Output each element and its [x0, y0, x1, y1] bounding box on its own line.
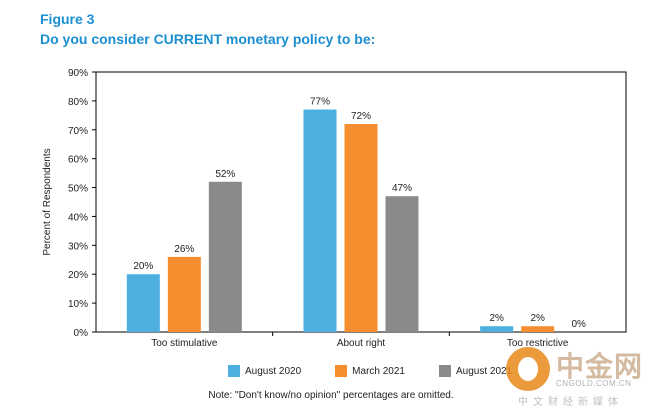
legend-item-august-2021: August 2021 [438, 365, 513, 377]
y-tick-label: 30% [68, 241, 88, 252]
legend-swatch [438, 365, 451, 377]
bar-chart: 0% 10% 20% 30% 40% 50% 60% 70% 80% 90% Percent of … [42, 68, 627, 349]
legend-item-august-2020: August 2020 [228, 365, 301, 377]
legend: August 2020 March 2021 August 2021 [228, 365, 512, 377]
data-label: 72% [351, 111, 371, 122]
data-label: 52% [215, 169, 235, 180]
chart-title: Do you consider CURRENT monetary policy … [40, 31, 376, 47]
legend-swatch [228, 365, 240, 377]
legend-label: August 2020 [245, 365, 302, 377]
y-tick-label: 20% [68, 270, 88, 281]
data-label: 2% [489, 313, 504, 324]
bar [126, 274, 160, 332]
bar [167, 256, 201, 332]
data-label: 20% [133, 261, 153, 272]
y-tick-label: 80% [68, 97, 88, 108]
data-label: 47% [392, 183, 412, 194]
legend-label: August 2021 [455, 365, 513, 377]
watermark-domain: CNGOLD.COM.CN [556, 379, 632, 388]
data-label: 2% [530, 313, 545, 324]
watermark-slogan: 中文财经新媒体 [518, 397, 623, 408]
bar [480, 326, 514, 332]
x-tick-label: About right [337, 338, 386, 349]
legend-item-march-2021: March 2021 [335, 365, 405, 377]
y-tick-label: 10% [68, 299, 88, 310]
y-tick-label: 60% [68, 155, 88, 166]
data-label: 26% [174, 244, 194, 255]
y-axis-label: Percent of Respondents [42, 148, 53, 255]
chart-note: Note: "Don't know/no opinion" percentage… [208, 390, 454, 401]
y-tick-label: 40% [68, 212, 88, 223]
watermark-text: 中金网 [556, 351, 644, 382]
bar [521, 326, 555, 332]
watermark: 中金网 CNGOLD.COM.CN 中文财经新媒体 [504, 343, 654, 413]
data-label: 77% [310, 97, 330, 108]
bar [208, 181, 242, 332]
bar [385, 196, 419, 332]
bar [303, 109, 337, 332]
y-tick-label: 0% [74, 328, 89, 339]
watermark-logo-icon [506, 347, 550, 391]
x-tick-label: Too stimulative [151, 338, 218, 349]
figure-label: Figure 3 [40, 11, 95, 27]
y-tick-label: 90% [68, 68, 88, 79]
data-label: 0% [571, 319, 586, 330]
bar [344, 124, 378, 332]
legend-swatch [335, 365, 348, 377]
y-tick-label: 50% [68, 184, 88, 195]
legend-label: March 2021 [352, 365, 405, 377]
x-tick-label: Too restrictive [507, 338, 569, 349]
y-tick-label: 70% [68, 126, 88, 137]
